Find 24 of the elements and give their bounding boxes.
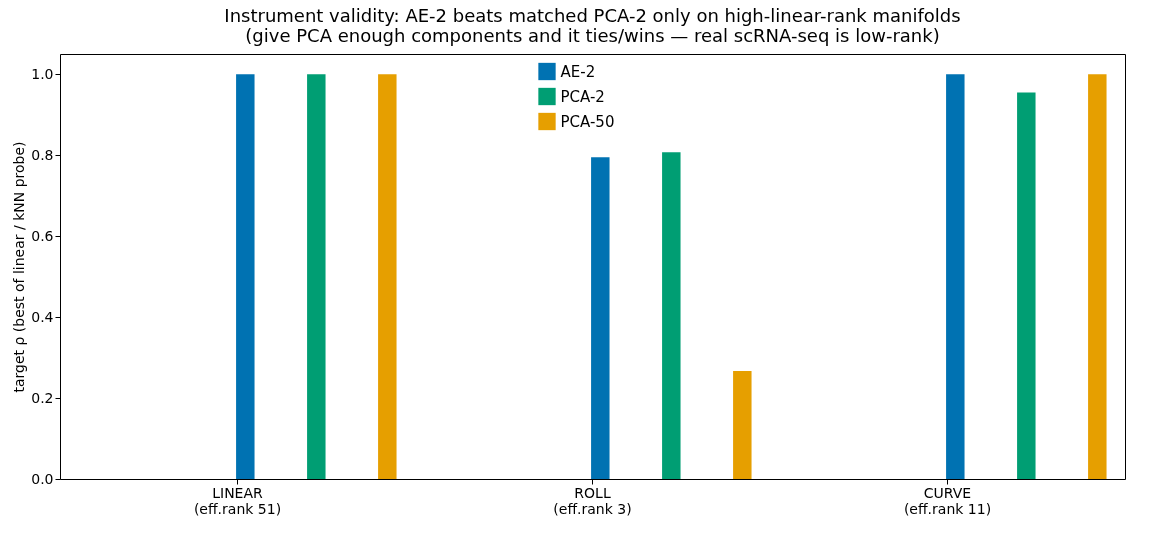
y-tick-label: 0.8 (31, 146, 54, 163)
legend-label: PCA-2 (560, 87, 605, 106)
chart-title: Instrument validity: AE-2 beats matched PCA-2 only on high-linear-rank manifolds (224, 5, 961, 26)
bar (1017, 92, 1036, 479)
y-tick-label: 1.0 (31, 65, 54, 82)
bar (733, 370, 752, 479)
chart-subtitle: (give PCA enough components and it ties/wins — real scRNA-seq is low-rank) (245, 25, 940, 46)
bar (236, 74, 255, 479)
y-tick-label: 0.0 (31, 470, 54, 487)
bar (946, 74, 965, 479)
bar (591, 157, 610, 479)
y-axis-title: target ρ (best of linear / kNN probe) (11, 141, 28, 393)
y-tick-label: 0.6 (31, 227, 54, 244)
x-tick-label: ROLL (eff.rank 3) (553, 484, 632, 517)
legend-label: AE-2 (560, 62, 596, 81)
bar (662, 152, 681, 479)
y-tick-label: 0.4 (31, 308, 54, 325)
bar (307, 74, 326, 479)
y-tick-label: 0.2 (31, 389, 54, 406)
legend-label: PCA-50 (560, 112, 615, 131)
bar (1088, 74, 1107, 479)
x-tick-label: CURVE (eff.rank 11) (903, 484, 992, 517)
x-tick-label: LINEAR (eff.rank 51) (193, 484, 282, 517)
bar (378, 74, 397, 479)
